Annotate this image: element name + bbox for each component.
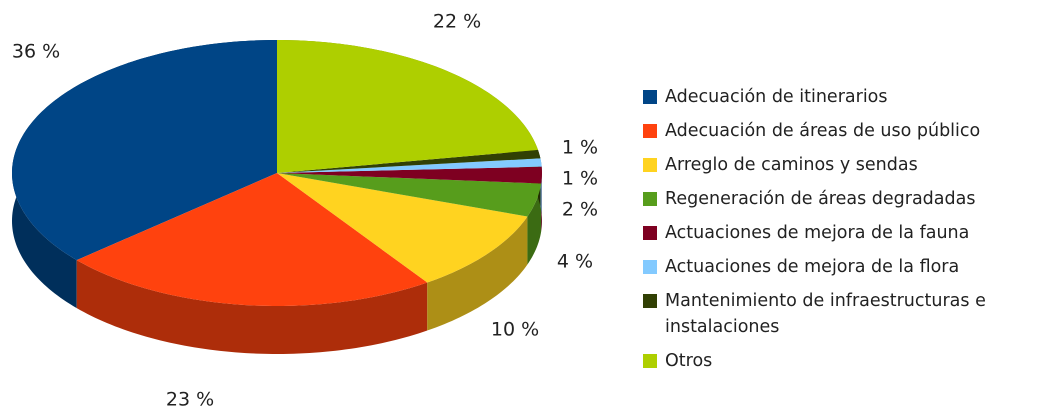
legend-item: Actuaciones de mejora de la flora <box>643 254 1048 280</box>
data-label: 4 % <box>557 251 593 273</box>
pie-area: 36 % 23 % 10 % 4 % 2 % 1 % 1 % 22 % <box>12 11 598 411</box>
legend-label: Actuaciones de mejora de la flora <box>665 257 960 277</box>
pie-slice <box>277 173 528 283</box>
legend: Adecuación de itinerarios Adecuación de á… <box>643 84 1048 382</box>
legend-swatch <box>643 90 657 104</box>
data-label: 22 % <box>433 11 481 33</box>
legend-item: Actuaciones de mejora de la fauna <box>643 220 1048 246</box>
pie-wall <box>76 260 428 354</box>
legend-label: Mantenimiento de infraestructuras e inst… <box>665 291 986 337</box>
legend-swatch <box>643 226 657 240</box>
pie-slice <box>277 158 542 173</box>
legend-swatch <box>643 354 657 368</box>
legend-swatch <box>643 192 657 206</box>
pie-slice <box>277 166 542 184</box>
legend-item: Mantenimiento de infraestructuras e inst… <box>643 288 1048 340</box>
legend-label: Otros <box>665 351 713 371</box>
data-label: 10 % <box>491 319 539 341</box>
legend-item: Adecuación de áreas de uso público <box>643 118 1048 144</box>
legend-item: Otros <box>643 348 1048 374</box>
legend-swatch <box>643 158 657 172</box>
pie-slice <box>277 40 538 173</box>
pie-wall <box>527 183 542 265</box>
legend-item: Adecuación de itinerarios <box>643 84 1048 110</box>
legend-item: Regeneración de áreas degradadas <box>643 186 1048 212</box>
legend-label: Actuaciones de mejora de la fauna <box>665 223 970 243</box>
legend-swatch <box>643 260 657 274</box>
legend-swatch <box>643 294 657 308</box>
legend-label: Adecuación de áreas de uso público <box>665 121 981 141</box>
legend-item: Arreglo de caminos y sendas <box>643 152 1048 178</box>
legend-label: Arreglo de caminos y sendas <box>665 155 918 175</box>
data-label: 1 % <box>562 168 598 190</box>
legend-label: Regeneración de áreas degradadas <box>665 189 976 209</box>
legend-label: Adecuación de itinerarios <box>665 87 888 107</box>
data-label: 1 % <box>562 137 598 159</box>
pie-slice <box>277 173 542 217</box>
pie-slice <box>277 149 541 173</box>
data-label: 36 % <box>12 41 60 63</box>
legend-swatch <box>643 124 657 138</box>
data-label: 23 % <box>166 389 214 411</box>
pie-slice <box>76 173 428 306</box>
pie-slice <box>12 40 277 261</box>
pie-wall <box>427 216 528 331</box>
data-label: 2 % <box>562 199 598 221</box>
